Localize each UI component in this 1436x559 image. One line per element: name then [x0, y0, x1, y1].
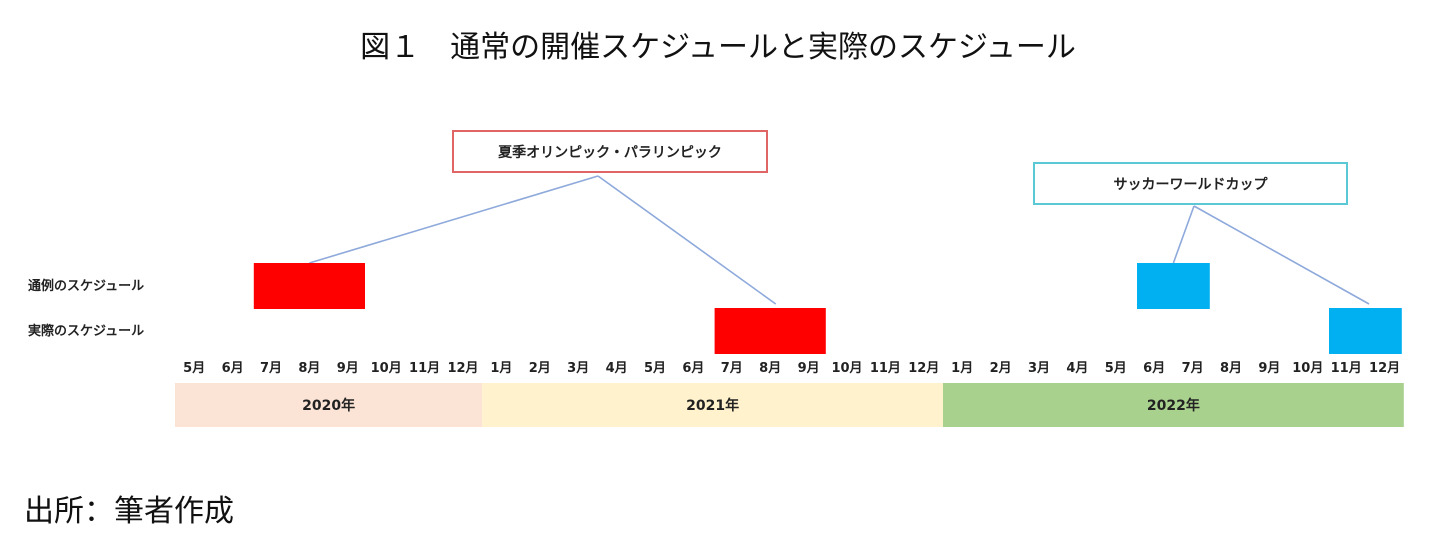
year-label: 2020年 [302, 397, 355, 414]
source-note: 出所：筆者作成 [24, 494, 234, 529]
schedule-bar [253, 263, 365, 309]
row-label: 実際のスケジュール [28, 323, 144, 339]
month-label: 6月 [682, 361, 704, 376]
month-axis: 5月 6月 7月 8月 9月 10月 11月 12月 1月 2月 3月 4月 5月 6月 7月 8月 9月 10月… [183, 361, 1400, 376]
month-label: 10月 [1292, 361, 1323, 376]
month-label: 12月 [1369, 361, 1400, 376]
connector-line [309, 175, 599, 264]
connector-line [1172, 205, 1195, 264]
month-label: 1月 [951, 361, 973, 376]
event-label-box [452, 130, 768, 173]
year-label: 2022年 [1147, 397, 1200, 414]
month-label: 9月 [1258, 361, 1280, 376]
year-band [175, 383, 483, 427]
month-label: 11月 [409, 361, 440, 376]
event-label: サッカーワールドカップ [1114, 177, 1269, 193]
schedule-bar [714, 308, 826, 354]
page-title: 図１ 通常の開催スケジュールと実際のスケジュール [360, 30, 1076, 65]
connector-lines [309, 175, 1370, 305]
month-label: 6月 [222, 361, 244, 376]
year-band [943, 383, 1404, 427]
month-label: 10月 [371, 361, 402, 376]
month-label: 9月 [798, 361, 820, 376]
month-label: 8月 [298, 361, 320, 376]
month-label: 5月 [644, 361, 666, 376]
month-label: 7月 [260, 361, 282, 376]
month-label: 4月 [1066, 361, 1088, 376]
month-label: 11月 [1331, 361, 1362, 376]
month-label: 10月 [831, 361, 862, 376]
month-label: 2月 [529, 361, 551, 376]
month-label: 6月 [1143, 361, 1165, 376]
month-label: 7月 [1182, 361, 1204, 376]
connector-line [597, 175, 777, 305]
row-label: 通例のスケジュール [28, 278, 144, 294]
year-axis: 2020年 2021年 2022年 [175, 383, 1404, 427]
month-label: 12月 [447, 361, 478, 376]
month-label: 7月 [721, 361, 743, 376]
year-label: 2021年 [686, 397, 739, 414]
month-label: 11月 [870, 361, 901, 376]
event-label-box [1033, 162, 1348, 205]
year-band [482, 383, 943, 427]
month-label: 8月 [759, 361, 781, 376]
month-label: 5月 [1105, 361, 1127, 376]
schedule-bar [1329, 308, 1402, 354]
connector-line [1193, 205, 1370, 305]
month-label: 4月 [606, 361, 628, 376]
schedule-bar [1137, 263, 1210, 309]
month-label: 5月 [183, 361, 205, 376]
month-label: 2月 [990, 361, 1012, 376]
schedule-bars [253, 263, 1402, 354]
month-label: 8月 [1220, 361, 1242, 376]
month-label: 3月 [567, 361, 589, 376]
month-label: 3月 [1028, 361, 1050, 376]
month-label: 1月 [490, 361, 512, 376]
event-label: 夏季オリンピック・パラリンピック [498, 144, 722, 161]
month-label: 9月 [337, 361, 359, 376]
month-label: 12月 [908, 361, 939, 376]
